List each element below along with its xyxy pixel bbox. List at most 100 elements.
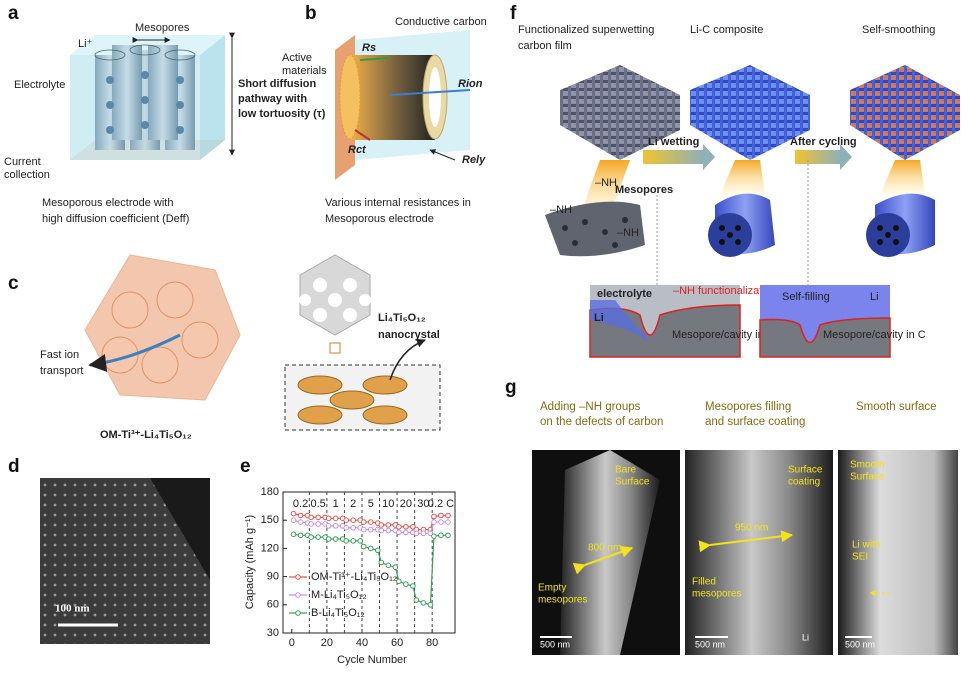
text: Fast ion xyxy=(40,349,79,361)
rate-label: 2 xyxy=(350,498,356,510)
text: Mesopores xyxy=(135,22,190,34)
text: carbon film xyxy=(518,40,572,52)
rate-label: 0.5 xyxy=(310,498,325,510)
text: Li xyxy=(870,291,879,303)
data-point xyxy=(290,517,297,524)
y-axis-label: Capacity (mAh g⁻¹) xyxy=(244,515,256,609)
text: Current xyxy=(4,156,41,168)
data-point xyxy=(403,581,409,587)
data-point xyxy=(325,536,332,542)
text: Bare xyxy=(615,465,637,476)
text: Functionalized superwetting xyxy=(518,24,654,36)
text: –NH xyxy=(550,204,572,216)
data-point xyxy=(445,512,451,519)
scale-bar-label: 500 nm xyxy=(540,639,570,649)
text: –NH xyxy=(617,227,639,239)
data-point xyxy=(378,527,385,534)
panel-label: g xyxy=(505,377,517,398)
data-point xyxy=(290,531,297,538)
data-point xyxy=(350,524,357,531)
data-point xyxy=(308,514,314,521)
y-tick-label: 60 xyxy=(267,599,279,611)
text: materials xyxy=(282,65,327,77)
text: Mesopore/cavity in C xyxy=(672,329,775,341)
text: Rct xyxy=(348,144,367,156)
text: Smooth xyxy=(850,460,884,471)
text: –NH functionalization xyxy=(673,285,777,297)
x-tick-label: 0 xyxy=(289,637,295,649)
text: Active xyxy=(282,52,312,64)
data-point xyxy=(438,532,444,539)
y-tick-label: 150 xyxy=(261,514,279,526)
data-point xyxy=(427,602,434,608)
y-tick-label: 30 xyxy=(267,627,279,639)
rate-label: 0.2 xyxy=(293,498,308,510)
text: Li⁺ xyxy=(78,38,93,50)
data-point xyxy=(367,519,374,525)
data-point xyxy=(410,583,416,589)
text: Rs xyxy=(362,42,376,54)
data-point xyxy=(438,512,444,519)
rate-label: 5 xyxy=(368,498,374,510)
text: –NH xyxy=(595,177,617,189)
data-point xyxy=(378,559,385,566)
text: Filled xyxy=(692,577,716,588)
data-point xyxy=(427,530,434,537)
scale-bar-label: 500 nm xyxy=(695,639,725,649)
text: collection xyxy=(4,169,50,181)
data-point xyxy=(332,536,339,542)
data-point xyxy=(350,538,357,544)
text: mesopores xyxy=(538,595,587,606)
data-point xyxy=(396,578,402,585)
data-point xyxy=(357,538,364,544)
text: and surface coating xyxy=(705,416,805,428)
text: transport xyxy=(40,365,83,377)
data-point xyxy=(378,522,385,528)
text: Self-smoothing xyxy=(862,24,935,36)
text: 950 nm xyxy=(735,523,768,534)
data-point xyxy=(385,562,392,569)
data-point xyxy=(360,543,367,550)
caption: Mesoporous electrode with xyxy=(42,197,173,209)
data-point xyxy=(325,515,332,522)
legend-marker xyxy=(295,610,301,616)
text: pathway with xyxy=(238,93,307,105)
data-point xyxy=(438,519,444,525)
data-point xyxy=(308,534,314,540)
rate-label: 20 xyxy=(400,498,412,510)
text: Empty xyxy=(538,583,566,594)
x-tick-label: 40 xyxy=(356,637,368,649)
panel-label: e xyxy=(240,456,251,477)
x-axis-label: Cycle Number xyxy=(337,654,407,666)
caption: Mesoporous electrode xyxy=(325,213,434,225)
text: Conductive carbon xyxy=(395,16,487,28)
data-point xyxy=(360,519,367,525)
data-point xyxy=(367,545,374,552)
data-point xyxy=(396,529,402,536)
text: After cycling xyxy=(790,136,857,148)
text: nanocrystal xyxy=(378,329,440,341)
text: Li wetting xyxy=(648,136,699,148)
panel-label: c xyxy=(8,273,19,294)
text: OM-Ti³⁺-Li₄Ti₅O₁₂ xyxy=(100,429,192,441)
text: 800 nm xyxy=(588,543,621,554)
data-point xyxy=(431,513,437,520)
y-tick-label: 180 xyxy=(261,486,279,498)
y-tick-label: 90 xyxy=(267,571,279,583)
text: Li xyxy=(594,312,604,324)
text: Smooth surface xyxy=(856,401,937,413)
data-point xyxy=(445,532,451,539)
text: Mesopores filling xyxy=(705,401,791,413)
data-point xyxy=(431,533,437,539)
text: Surface xyxy=(615,477,650,488)
text: electrolyte xyxy=(597,288,652,300)
text: Rely xyxy=(462,154,486,166)
text: Li₄Ti₅O₁₂ xyxy=(378,312,426,324)
data-point xyxy=(343,517,349,524)
data-point xyxy=(315,521,321,527)
caption: Various internal resistances in xyxy=(325,197,471,209)
plot-frame xyxy=(282,491,456,634)
text: Li-C composite xyxy=(690,24,763,36)
panel-label: f xyxy=(510,3,517,24)
x-tick-label: 80 xyxy=(426,637,438,649)
